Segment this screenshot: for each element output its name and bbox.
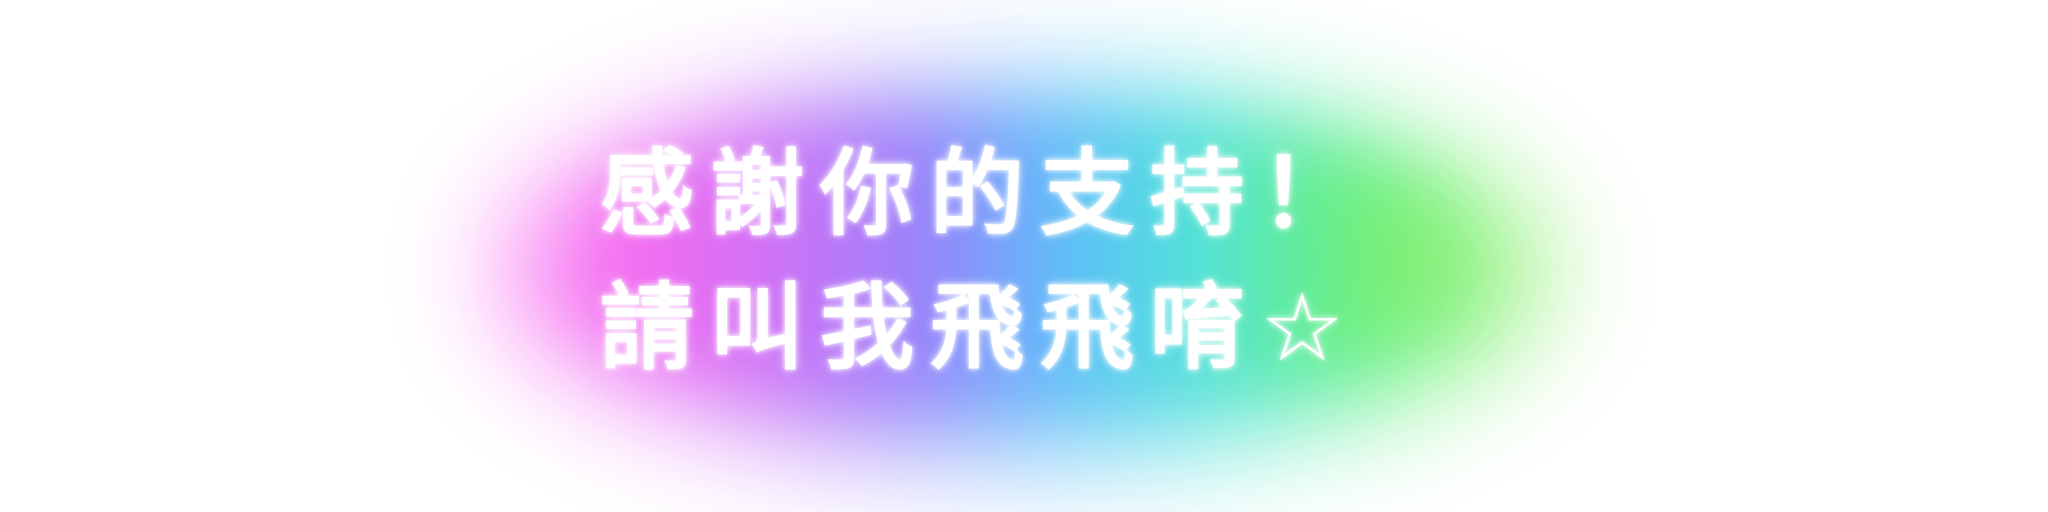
message-line-1: 感謝你的支持！ — [600, 140, 1371, 249]
rainbow-glow-core — [600, 130, 1450, 390]
message-line-2: 請叫我飛飛唷☆ — [600, 274, 1361, 383]
message-text: 感謝你的支持！ 請叫我飛飛唷☆ — [600, 128, 1460, 396]
